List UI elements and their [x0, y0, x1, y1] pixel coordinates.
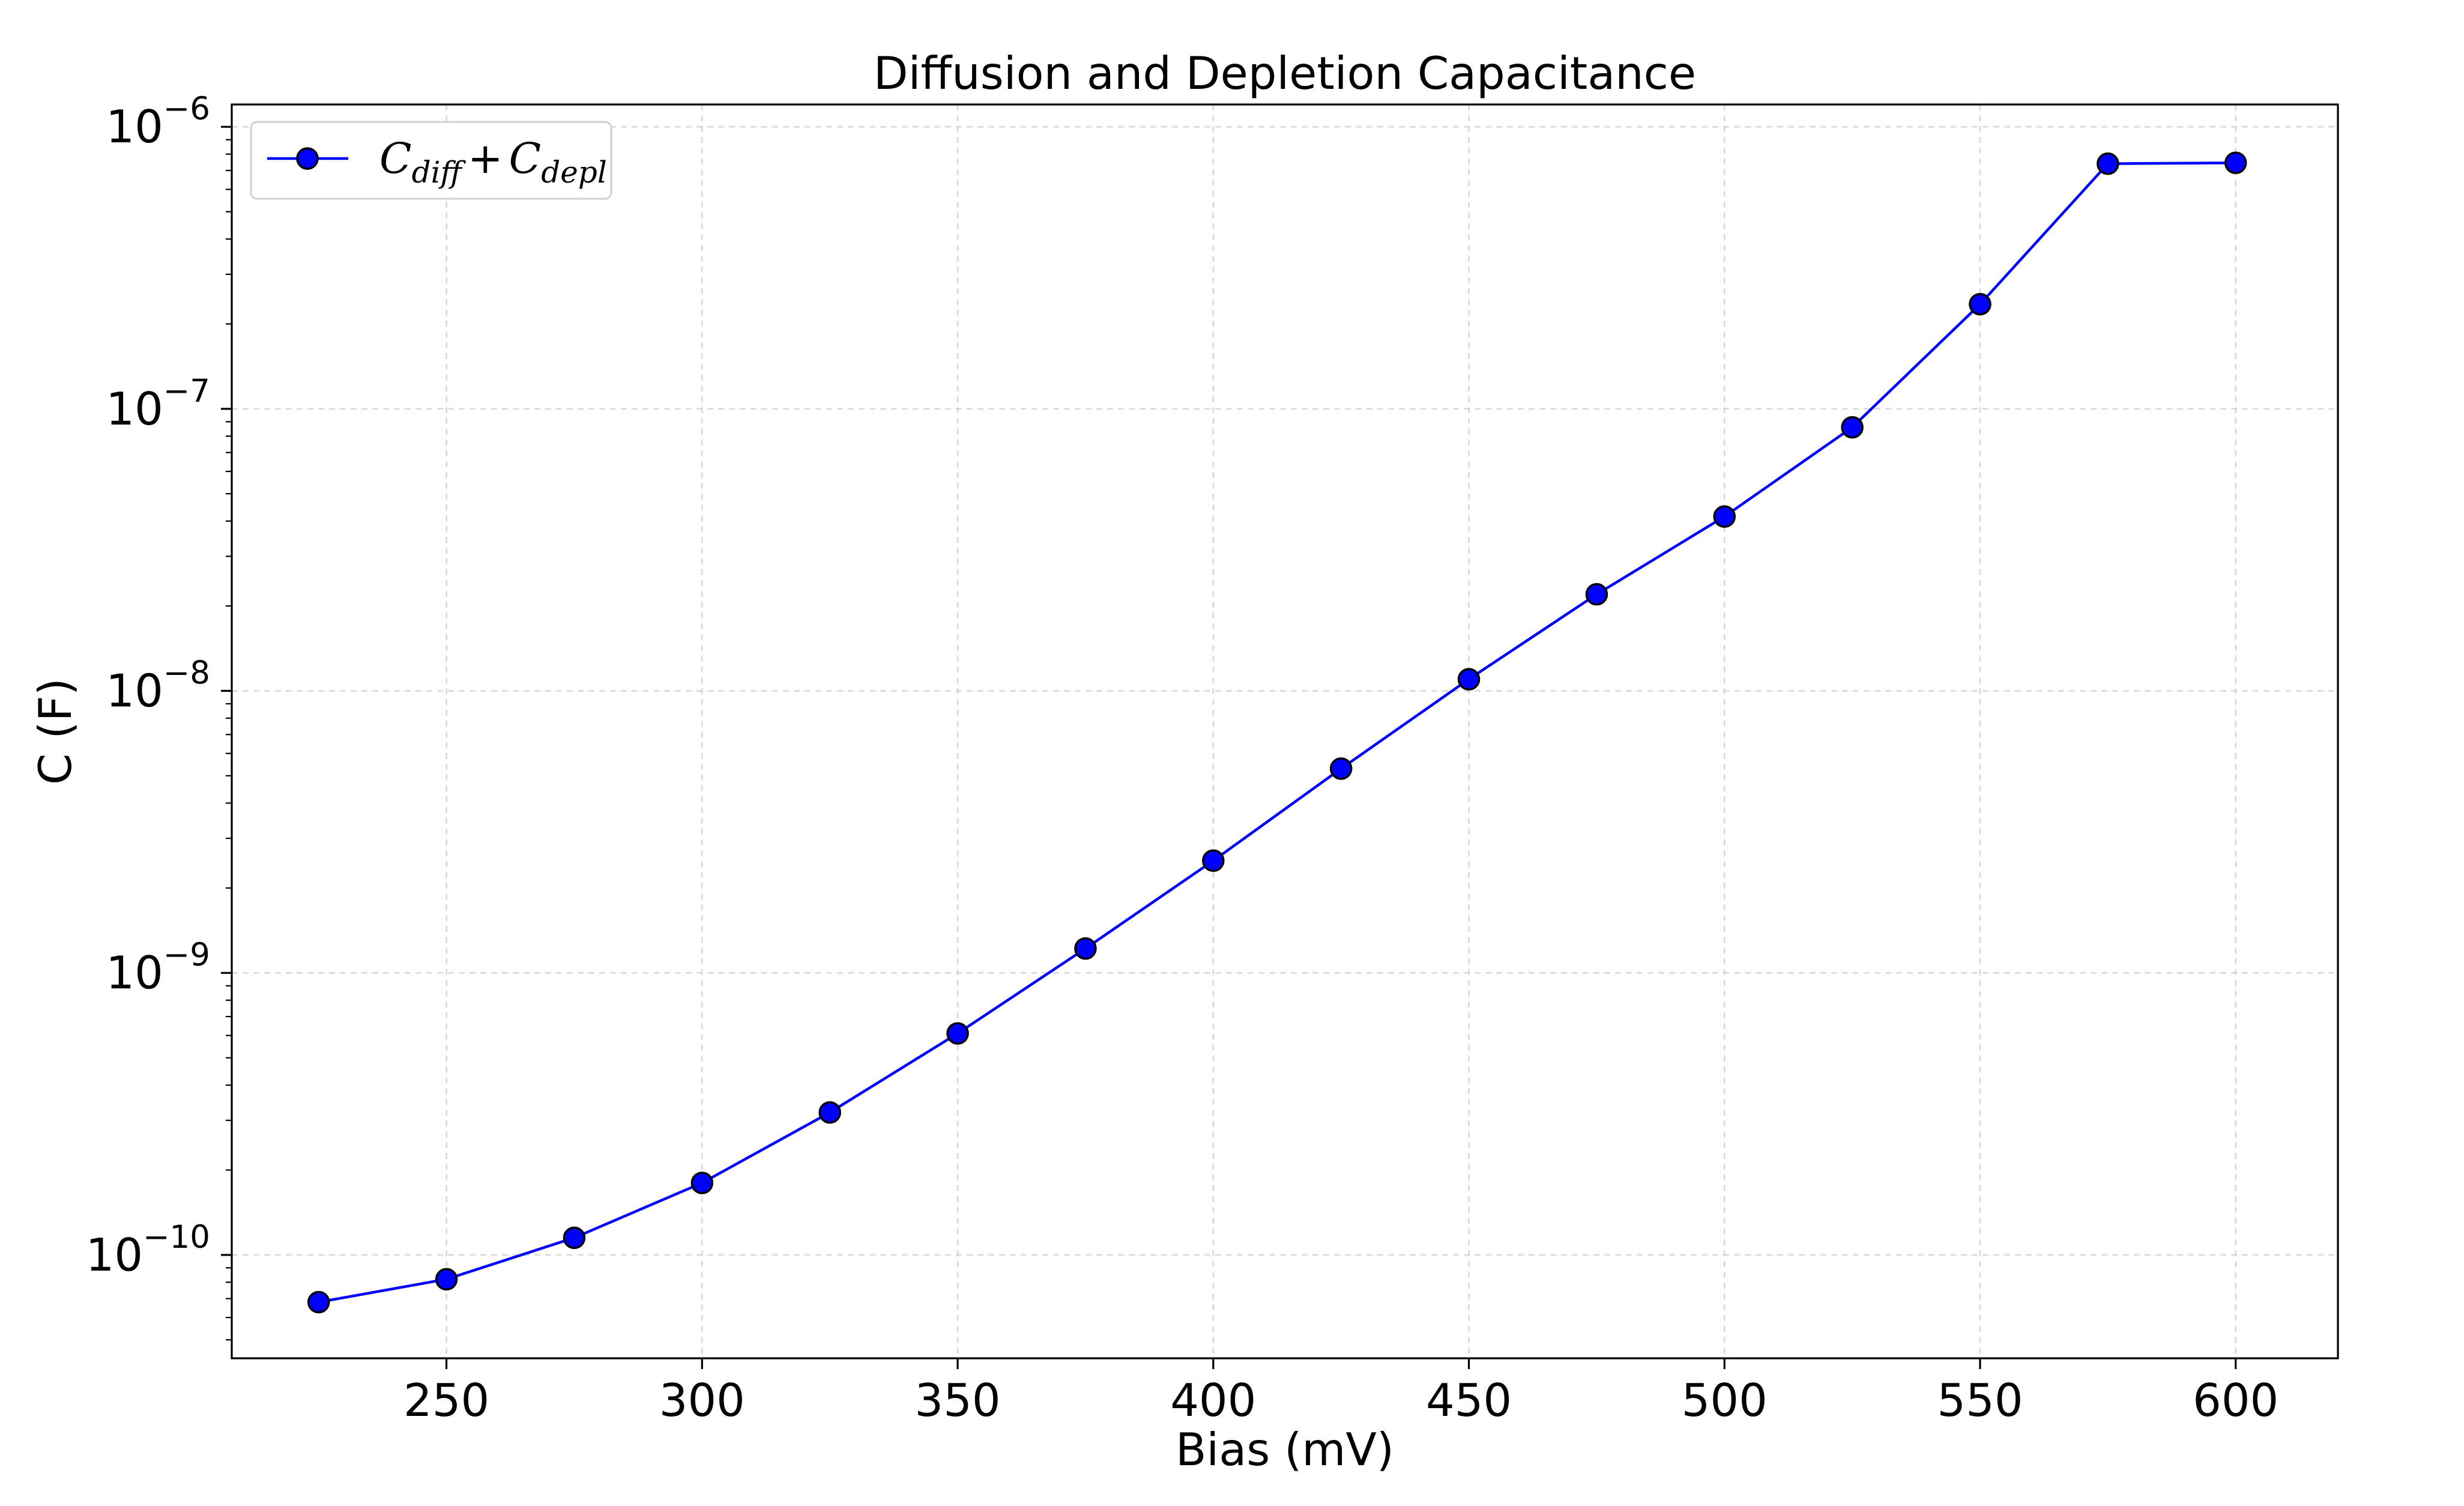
- data-point: [690, 1172, 714, 1194]
- legend-box: [250, 121, 612, 200]
- data-point: [1202, 849, 1225, 872]
- grid: [232, 104, 2338, 1358]
- y-tick-exponent: −9: [163, 937, 210, 973]
- legend-sub-diff: diff: [412, 155, 467, 190]
- x-tick-label: 250: [403, 1374, 489, 1427]
- data-point: [1329, 757, 1353, 780]
- legend-sub-depl: depl: [541, 155, 607, 190]
- y-tick-label: 10−10: [86, 1219, 210, 1281]
- x-tick-label: 300: [659, 1374, 745, 1427]
- y-tick-exponent: −8: [163, 655, 210, 692]
- data-point: [2097, 152, 2119, 175]
- x-tick-label: 450: [1426, 1374, 1512, 1427]
- data-point: [1969, 292, 1991, 316]
- data-point: [946, 1022, 969, 1045]
- y-tick-base: 10: [106, 383, 163, 435]
- y-tick-label: 10−6: [106, 91, 210, 153]
- data-point: [1713, 505, 1736, 528]
- plot-area-frame: [231, 103, 2339, 1359]
- data-point: [1841, 416, 1864, 439]
- x-tick-label: 400: [1170, 1374, 1256, 1427]
- y-tick-base: 10: [106, 946, 163, 999]
- data-point: [2224, 151, 2247, 174]
- y-tick-base: 10: [106, 665, 163, 718]
- legend-c-depl: C: [509, 134, 542, 183]
- data-point: [1585, 582, 1608, 606]
- data-point: [818, 1101, 841, 1124]
- y-tick-base: 10: [106, 100, 163, 153]
- legend-entry-label: Cdiff + Cdepl: [379, 134, 607, 190]
- data-point: [1457, 668, 1481, 691]
- x-axis-title: Bias (mV): [1176, 1423, 1394, 1476]
- chart-title: Diffusion and Depletion Capacitance: [874, 47, 1696, 100]
- legend-marker-sample: [296, 147, 319, 170]
- y-tick-exponent: −10: [143, 1219, 210, 1256]
- legend-c-diff: C: [379, 134, 412, 183]
- x-tick-label: 600: [2193, 1374, 2278, 1427]
- y-tick-label: 10−9: [106, 937, 210, 999]
- data-point: [435, 1268, 458, 1291]
- legend: Cdiff + Cdepl: [250, 121, 612, 200]
- y-tick-exponent: −7: [163, 373, 210, 410]
- x-tick-label: 500: [1682, 1374, 1768, 1427]
- data-point: [307, 1290, 330, 1314]
- y-axis-title: C (F): [29, 678, 82, 785]
- series-layer: [307, 151, 2247, 1314]
- series-line: [318, 161, 2236, 1304]
- data-point: [1074, 937, 1097, 960]
- y-tick-label: 10−7: [106, 373, 210, 435]
- y-tick-base: 10: [86, 1229, 143, 1281]
- data-point: [563, 1226, 586, 1250]
- x-axis: 250 300 350 400 450 500 550 600: [403, 1358, 2278, 1427]
- y-tick-exponent: −6: [163, 91, 210, 127]
- y-tick-label: 10−8: [106, 655, 210, 718]
- x-tick-label: 350: [914, 1374, 1000, 1427]
- x-tick-label: 550: [1937, 1374, 2023, 1427]
- legend-plus: +: [468, 134, 503, 183]
